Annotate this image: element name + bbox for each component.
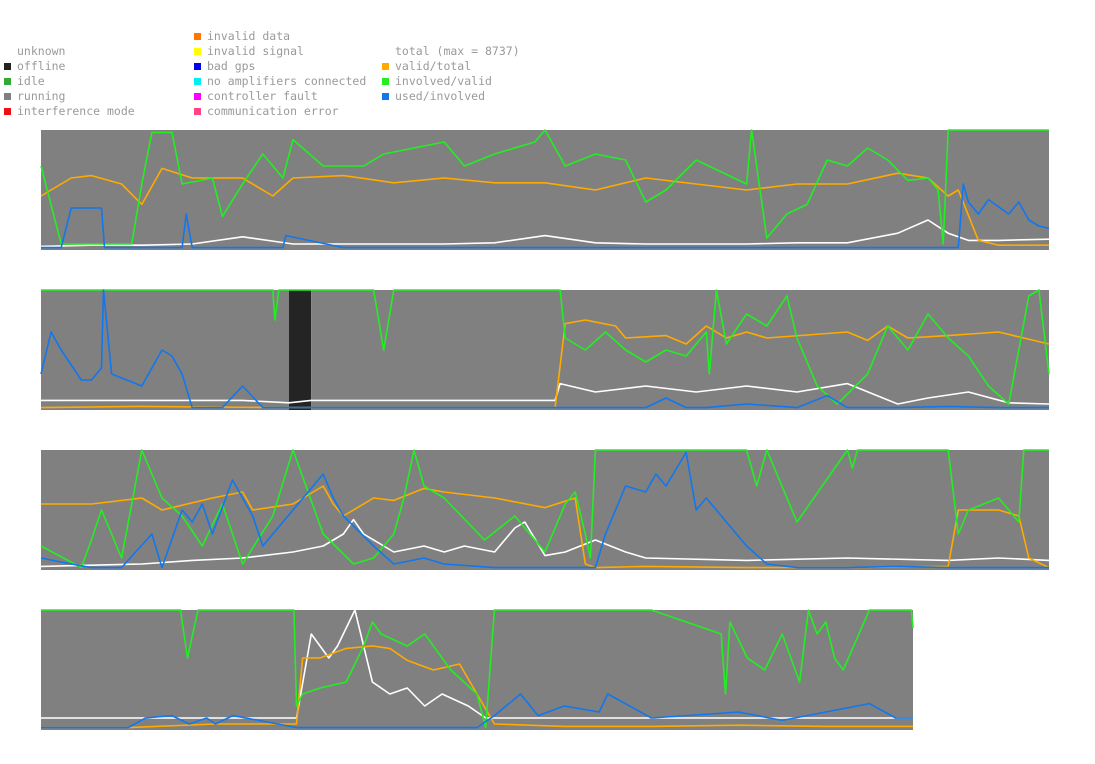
legend-swatch (382, 93, 389, 100)
legend-label: involved/valid (395, 74, 492, 88)
series-line-valid-total (41, 485, 1050, 569)
legend-label: idle (17, 74, 45, 88)
status-band-running (41, 130, 1049, 250)
legend-swatch (194, 48, 201, 55)
status-band-running (311, 290, 1049, 410)
legend-label: invalid data (207, 29, 291, 43)
legend-label: no amplifiers connected (207, 74, 367, 88)
legend-swatch (194, 63, 201, 70)
status-band-running (41, 610, 913, 730)
legend-label: valid/total (395, 59, 472, 73)
legend-swatch (382, 78, 389, 85)
status-band-offline (288, 290, 312, 410)
status-band-running (41, 290, 289, 410)
legend-swatch (4, 78, 11, 85)
legend-label: interference mode (17, 104, 135, 118)
chart-panel-3 (40, 449, 1050, 570)
chart-panel-4 (41, 609, 914, 730)
series-line-used-involved (41, 693, 913, 729)
legend-label: offline (17, 59, 66, 73)
legend-swatch (4, 48, 11, 55)
series-line-used-involved (41, 183, 1050, 249)
series-line-valid-total (41, 645, 913, 729)
legend-label: controller fault (207, 89, 318, 103)
legend-swatch (4, 63, 11, 70)
legend-label: invalid signal (207, 44, 304, 58)
series-line-valid-total (40, 167, 1049, 246)
chart-panel-2 (40, 289, 1050, 410)
legend-label: bad gps (207, 59, 256, 73)
legend-label: total (max = 8737) (395, 44, 520, 58)
legend-swatch (382, 63, 389, 70)
series-line-involved-valid (40, 449, 1049, 569)
series-line-total-max-8737 (41, 382, 1050, 405)
legend-swatch (194, 108, 201, 115)
legend-label: communication error (207, 104, 339, 118)
legend-label: running (17, 89, 66, 103)
legend-swatch (382, 48, 389, 55)
series-line-involved-valid (41, 289, 1050, 405)
chart-panel-1 (40, 129, 1050, 250)
legend-label: unknown (17, 44, 66, 58)
legend-swatch (4, 93, 11, 100)
legend-label: used/involved (395, 89, 486, 103)
series-line-involved-valid (41, 609, 914, 729)
series-line-used-involved (40, 451, 1049, 569)
series-line-used-involved (40, 289, 1049, 409)
series-line-involved-valid (40, 129, 1049, 245)
series-line-total-max-8737 (40, 219, 1050, 248)
legend-swatch (194, 93, 201, 100)
legend-swatch (4, 108, 11, 115)
series-line-valid-total (40, 319, 1050, 409)
legend-swatch (194, 78, 201, 85)
legend-swatch (194, 33, 201, 40)
series-line-total-max-8737 (40, 518, 1050, 568)
